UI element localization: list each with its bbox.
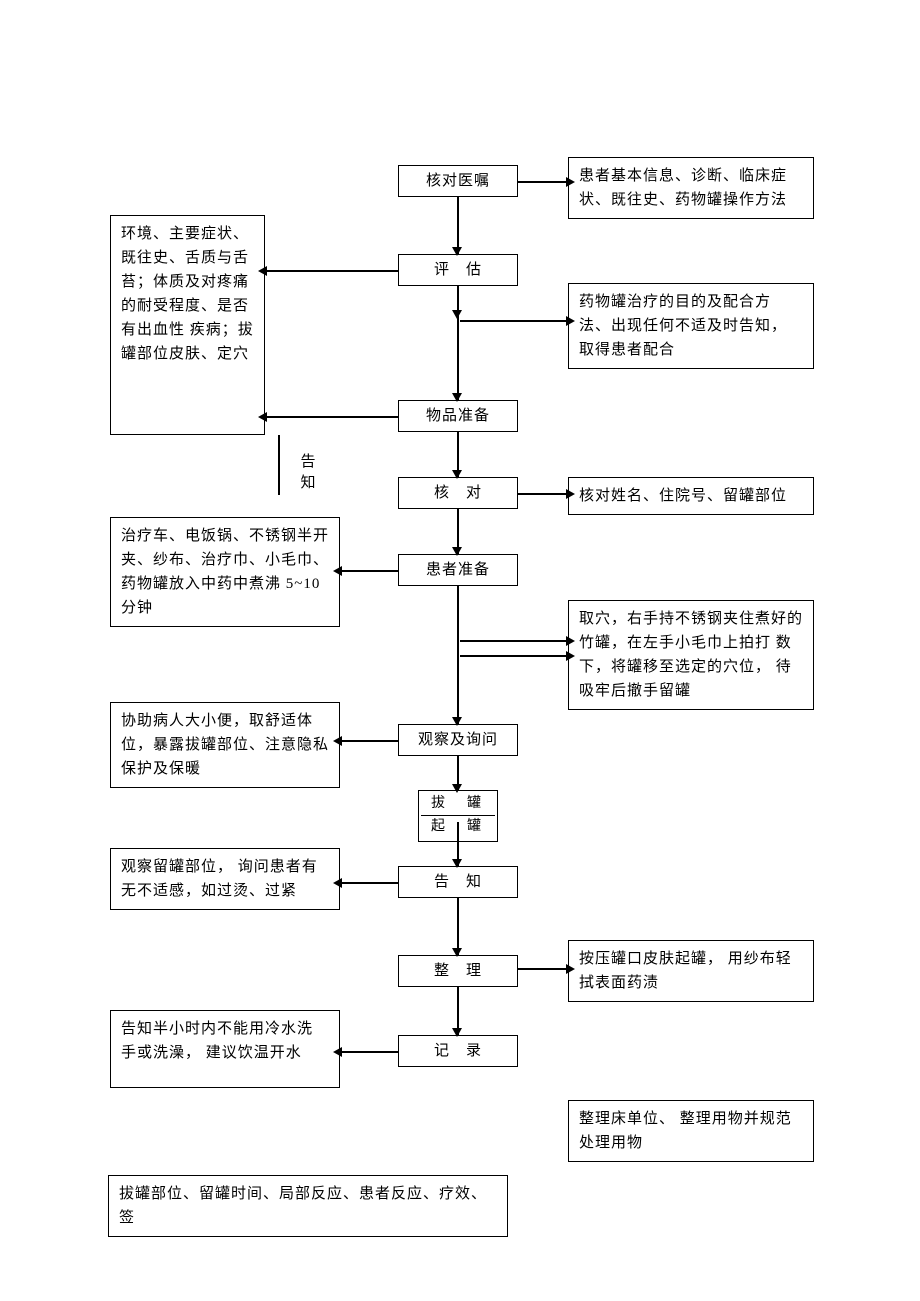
flow-step-s4: 核 对 [398,477,518,509]
arrow-hline [518,493,568,495]
flow-step-s9: 记 录 [398,1035,518,1067]
arrow-vline [457,586,459,724]
annotation-text: 核对姓名、住院号、留罐部位 [579,488,787,504]
flow-step-s3: 物品准备 [398,400,518,432]
annotation-l3: 协助病人大小便，取舒适体位，暴露拔罐部位、注意隐私保护及保暖 [110,702,340,788]
flow-step-s7: 告 知 [398,866,518,898]
flow-step-s6: 观察及询问 [398,724,518,756]
annotation-text: 按压罐口皮肤起罐， 用纱布轻拭表面药渍 [579,951,792,991]
annotation-r2: 药物罐治疗的目的及配合方 法、出现任何不适及时告知， 取得患者配合 [568,283,814,369]
label: 拔 罐 [421,793,495,816]
arrow-hline [340,882,398,884]
annotation-text: 协助病人大小便，取舒适体位，暴露拔罐部位、注意隐私保护及保暖 [121,713,329,777]
arrowhead-left [258,412,267,422]
flow-step-label: 观察及询问 [418,728,498,752]
annotation-r4: 取穴，右手持不锈钢夹住煮好的竹罐，在左手小毛巾上拍打 数下，将罐移至选定的穴位，… [568,600,814,710]
t: 告 [298,452,318,473]
arrow-hline [265,270,398,272]
arrowhead-down [452,247,462,256]
annotation-l2: 治疗车、电饭锅、不锈钢半开夹、纱布、治疗巾、小毛巾、药物罐放入中药中煮沸 5~1… [110,517,340,627]
arrowhead-down [452,784,462,793]
annotation-text: 观察留罐部位， 询问患者有无不适感，如过烫、过紧 [121,859,318,899]
arrowhead-down [452,1028,462,1037]
arrow-vline [457,286,459,400]
arrow-hline [460,320,568,322]
arrowhead-down [452,470,462,479]
arrowhead-left [333,878,342,888]
arrowhead-right [566,651,575,661]
arrowhead-right [566,964,575,974]
flow-step-label: 核对医嘱 [426,169,490,193]
arrowhead-left [258,266,267,276]
annotation-l1: 环境、主要症状、既往史、舌质与舌苔；体质及对疼痛 的耐受程度、是否有出血性 疾病… [110,215,265,435]
arrowhead-left [333,1047,342,1057]
flow-step-s8: 整 理 [398,955,518,987]
arrowhead-right [566,489,575,499]
arrow-hline [518,968,568,970]
arrowhead-down [452,948,462,957]
arrow-hline [460,640,568,642]
annotation-b1: 拔罐部位、留罐时间、局部反应、患者反应、疗效、签 [108,1175,508,1237]
annotation-r1: 患者基本信息、诊断、临床症状、既往史、药物罐操作方法 [568,157,814,219]
annotation-r6: 整理床单位、 整理用物并规范处理用物 [568,1100,814,1162]
annotation-text: 环境、主要症状、既往史、舌质与舌苔；体质及对疼痛 的耐受程度、是否有出血性 疾病… [121,226,254,362]
annotation-text: 取穴，右手持不锈钢夹住煮好的竹罐，在左手小毛巾上拍打 数下，将罐移至选定的穴位，… [579,611,803,699]
arrowhead-right [566,636,575,646]
flow-step-label: 评 估 [434,258,482,282]
arrowhead-down [452,717,462,726]
annotation-text: 拔罐部位、留罐时间、局部反应、患者反应、疗效、签 [119,1186,487,1226]
arrow-hline [340,570,398,572]
arrowhead-left [333,736,342,746]
annotation-l5: 告知半小时内不能用冷水洗 手或洗澡， 建议饮温开水 [110,1010,340,1088]
arrow-vline [457,197,459,254]
arrowhead-down [452,393,462,402]
flow-step-s1: 核对医嘱 [398,165,518,197]
flow-step-label: 记 录 [434,1039,482,1063]
arrow-hline [340,740,398,742]
arrowhead-down [452,310,462,319]
floating-label-gaozhi: 告知 [298,452,318,494]
annotation-text: 药物罐治疗的目的及配合方 法、出现任何不适及时告知， 取得患者配合 [579,294,787,358]
annotation-r5: 按压罐口皮肤起罐， 用纱布轻拭表面药渍 [568,940,814,1002]
arrow-hline [460,655,568,657]
flow-step-label: 告 知 [434,870,482,894]
annotation-l4: 观察留罐部位， 询问患者有无不适感，如过烫、过紧 [110,848,340,910]
annotation-text: 整理床单位、 整理用物并规范处理用物 [579,1111,792,1151]
flow-step-s2: 评 估 [398,254,518,286]
arrow-hline [518,181,568,183]
flow-step-label: 整 理 [434,959,482,983]
flow-step-label: 核 对 [434,481,482,505]
flow-step-label: 患者准备 [426,558,490,582]
arrowhead-down [452,547,462,556]
arrowhead-right [566,316,575,326]
annotation-text: 患者基本信息、诊断、临床症状、既往史、药物罐操作方法 [579,168,787,208]
annotation-r3: 核对姓名、住院号、留罐部位 [568,477,814,515]
arrow-vline [457,898,459,955]
flow-step-s5: 患者准备 [398,554,518,586]
arrow-hline [340,1051,398,1053]
t: 知 [298,473,318,494]
flow-step-label: 物品准备 [426,404,490,428]
arrowhead-down [452,859,462,868]
arrowhead-right [566,177,575,187]
annotation-text: 治疗车、电饭锅、不锈钢半开夹、纱布、治疗巾、小毛巾、药物罐放入中药中煮沸 5~1… [121,528,329,616]
arrow-hline [265,416,398,418]
arrowhead-left [333,566,342,576]
side-vline [278,435,280,495]
annotation-text: 告知半小时内不能用冷水洗 手或洗澡， 建议饮温开水 [121,1021,313,1061]
